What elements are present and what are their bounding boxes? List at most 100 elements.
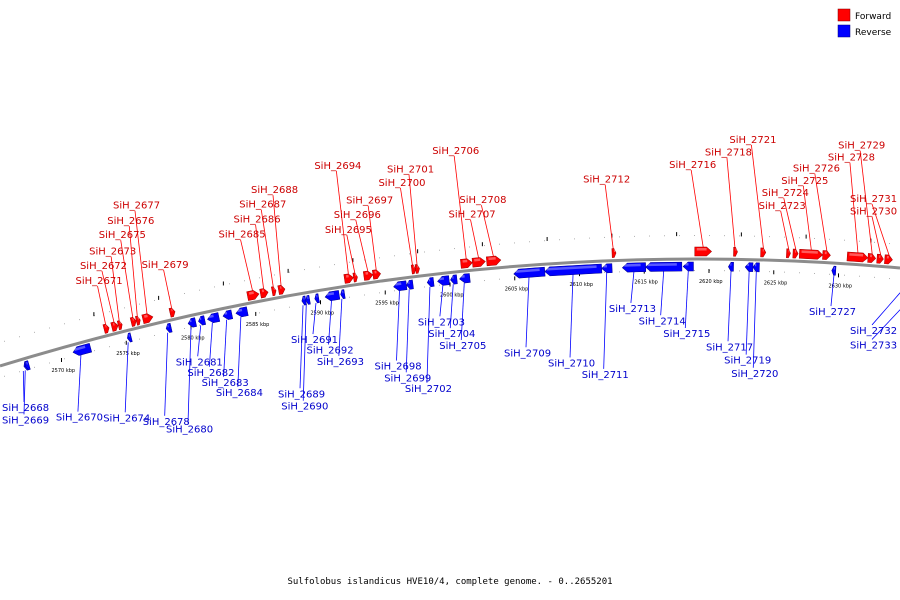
gene-arrow[interactable] [197, 315, 207, 326]
gene-label[interactable]: SiH_2692 [307, 345, 354, 356]
gene-arrow[interactable] [141, 312, 154, 324]
gene-label[interactable]: SiH_2690 [281, 402, 328, 413]
gene-arrow[interactable] [471, 257, 486, 268]
gene-arrow[interactable] [72, 343, 93, 356]
gene-label[interactable]: SiH_2712 [583, 175, 630, 186]
gene-label[interactable]: SiH_2697 [346, 196, 393, 207]
gene-arrow[interactable] [116, 320, 123, 331]
gene-label[interactable]: SiH_2681 [176, 357, 223, 368]
gene-label[interactable]: SiH_2708 [459, 195, 506, 206]
gene-label[interactable]: SiH_2727 [809, 307, 856, 318]
gene-label[interactable]: SiH_2675 [99, 230, 146, 241]
gene-label[interactable]: SiH_2680 [166, 424, 213, 435]
gene-arrow[interactable] [426, 277, 435, 287]
gene-arrow[interactable] [645, 261, 683, 272]
gene-arrow[interactable] [277, 284, 286, 295]
gene-label[interactable]: SiH_2693 [317, 357, 364, 368]
gene-arrow[interactable] [621, 262, 647, 273]
gene-arrow[interactable] [340, 289, 346, 300]
gene-arrow[interactable] [352, 272, 358, 283]
gene-arrow[interactable] [305, 294, 311, 305]
gene-arrow[interactable] [822, 250, 831, 260]
gene-label[interactable]: SiH_2714 [639, 316, 686, 327]
gene-arrow[interactable] [867, 253, 877, 263]
gene-arrow[interactable] [792, 248, 799, 259]
gene-label[interactable]: SiH_2733 [850, 340, 897, 351]
gene-arrow[interactable] [301, 295, 307, 306]
gene-arrow[interactable] [760, 247, 767, 258]
gene-arrow[interactable] [129, 316, 137, 327]
gene-arrow[interactable] [207, 312, 221, 324]
gene-arrow[interactable] [314, 293, 320, 304]
gene-label[interactable]: SiH_2689 [278, 389, 325, 400]
gene-arrow[interactable] [270, 286, 277, 297]
gene-arrow[interactable] [393, 280, 408, 292]
gene-arrow[interactable] [222, 309, 234, 321]
gene-arrow[interactable] [450, 274, 458, 285]
gene-label[interactable]: SiH_2686 [234, 214, 281, 225]
gene-arrow[interactable] [728, 262, 734, 272]
gene-label[interactable]: SiH_2684 [216, 388, 263, 399]
gene-label[interactable]: SiH_2677 [113, 201, 160, 212]
gene-label[interactable]: SiH_2702 [405, 384, 452, 395]
gene-label[interactable]: SiH_2726 [793, 164, 840, 175]
gene-arrow[interactable] [460, 258, 473, 269]
gene-arrow[interactable] [165, 322, 173, 333]
gene-label[interactable]: SiH_2695 [325, 225, 372, 236]
gene-label[interactable]: SiH_2725 [781, 176, 828, 187]
gene-label[interactable]: SiH_2713 [609, 304, 656, 315]
gene-label[interactable]: SiH_2717 [706, 342, 753, 353]
gene-arrow[interactable] [846, 251, 869, 263]
gene-label[interactable]: SiH_2671 [76, 276, 123, 287]
gene-arrow[interactable] [744, 262, 754, 272]
gene-label[interactable]: SiH_2687 [239, 200, 286, 211]
gene-label[interactable]: SiH_2732 [850, 326, 897, 337]
gene-arrow[interactable] [611, 248, 617, 258]
gene-arrow[interactable] [485, 255, 502, 267]
gene-label[interactable]: SiH_2670 [56, 413, 103, 424]
gene-arrow[interactable] [410, 264, 416, 275]
gene-label[interactable]: SiH_2673 [89, 247, 136, 258]
gene-label[interactable]: SiH_2730 [850, 206, 897, 217]
gene-arrow[interactable] [135, 315, 141, 326]
gene-arrow[interactable] [831, 265, 837, 276]
gene-label[interactable]: SiH_2719 [724, 356, 771, 367]
gene-label[interactable]: SiH_2678 [143, 417, 190, 428]
gene-label[interactable]: SiH_2721 [729, 135, 776, 146]
gene-arrow[interactable] [362, 270, 374, 281]
gene-label[interactable]: SiH_2704 [428, 329, 475, 340]
gene-label[interactable]: SiH_2683 [202, 378, 249, 389]
gene-label[interactable]: SiH_2715 [663, 329, 710, 340]
gene-label[interactable]: SiH_2682 [187, 368, 234, 379]
gene-arrow[interactable] [752, 262, 760, 273]
gene-label[interactable]: SiH_2706 [432, 146, 479, 157]
gene-label[interactable]: SiH_2701 [387, 164, 434, 175]
gene-label[interactable]: SiH_2672 [80, 261, 127, 272]
gene-label[interactable]: SiH_2688 [251, 185, 298, 196]
gene-label[interactable]: SiH_2703 [418, 317, 465, 328]
gene-arrow[interactable] [343, 273, 354, 284]
gene-arrow[interactable] [437, 275, 450, 286]
gene-arrow[interactable] [406, 279, 414, 290]
gene-label[interactable]: SiH_2676 [107, 216, 154, 227]
gene-label[interactable]: SiH_2674 [103, 413, 150, 424]
gene-arrow[interactable] [24, 360, 31, 371]
gene-label[interactable]: SiH_2709 [504, 348, 551, 359]
gene-label[interactable]: SiH_2696 [334, 210, 381, 221]
gene-label[interactable]: SiH_2728 [828, 153, 875, 164]
gene-label[interactable]: SiH_2679 [142, 260, 189, 271]
gene-label[interactable]: SiH_2731 [850, 194, 897, 205]
gene-arrow[interactable] [246, 289, 260, 301]
gene-arrow[interactable] [884, 254, 893, 265]
gene-label[interactable]: SiH_2718 [705, 147, 752, 158]
gene-label[interactable]: SiH_2724 [762, 188, 809, 199]
gene-label[interactable]: SiH_2698 [374, 362, 421, 373]
gene-label[interactable]: SiH_2691 [291, 335, 338, 346]
gene-label[interactable]: SiH_2716 [669, 160, 716, 171]
gene-arrow[interactable] [259, 288, 269, 299]
gene-arrow[interactable] [786, 248, 791, 259]
gene-arrow[interactable] [235, 306, 249, 318]
gene-label[interactable]: SiH_2707 [448, 210, 495, 221]
gene-arrow[interactable] [110, 321, 120, 332]
gene-arrow[interactable] [168, 307, 176, 318]
